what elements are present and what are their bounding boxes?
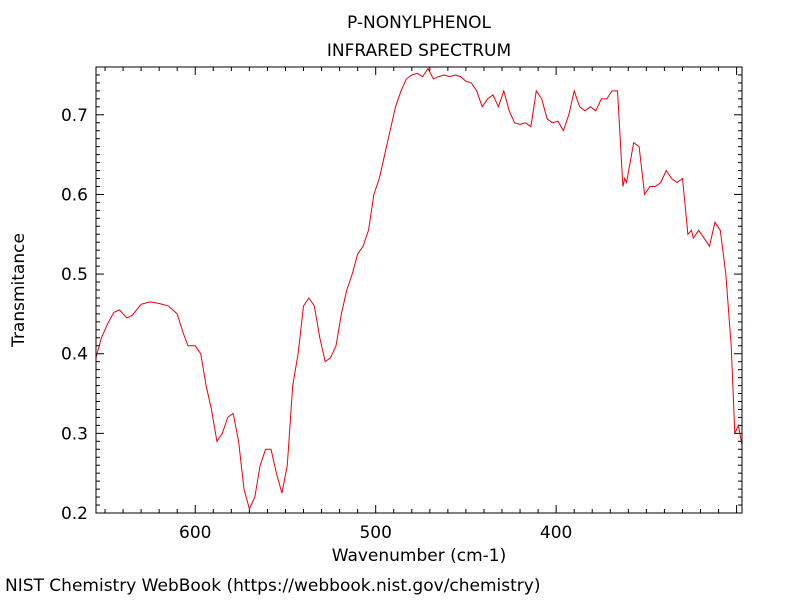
y-tick-label: 0.6: [61, 185, 88, 205]
x-tick-label: 600: [179, 523, 211, 543]
x-tick-labels: 600 500 400: [179, 523, 572, 543]
y-axis-label: Transmitance: [9, 233, 29, 348]
spectrum-line: [95, 67, 743, 511]
y-tick-label: 0.3: [61, 424, 88, 444]
y-tick-labels: 0.2 0.3 0.4 0.5 0.6 0.7: [61, 106, 88, 524]
y-tick-label: 0.2: [61, 504, 88, 524]
x-axis-label: Wavenumber (cm-1): [332, 546, 507, 566]
x-tick-label: 400: [540, 523, 572, 543]
axis-ticks: [96, 66, 742, 514]
chart-title: P-NONYLPHENOL: [347, 13, 492, 33]
y-tick-label: 0.7: [61, 106, 88, 126]
x-tick-label: 500: [359, 523, 391, 543]
chart-subtitle: INFRARED SPECTRUM: [327, 41, 511, 61]
y-tick-label: 0.5: [61, 265, 88, 285]
plot-frame: [95, 66, 743, 514]
y-tick-label: 0.4: [61, 345, 88, 365]
source-credit: NIST Chemistry WebBook (https://webbook.…: [5, 576, 541, 596]
